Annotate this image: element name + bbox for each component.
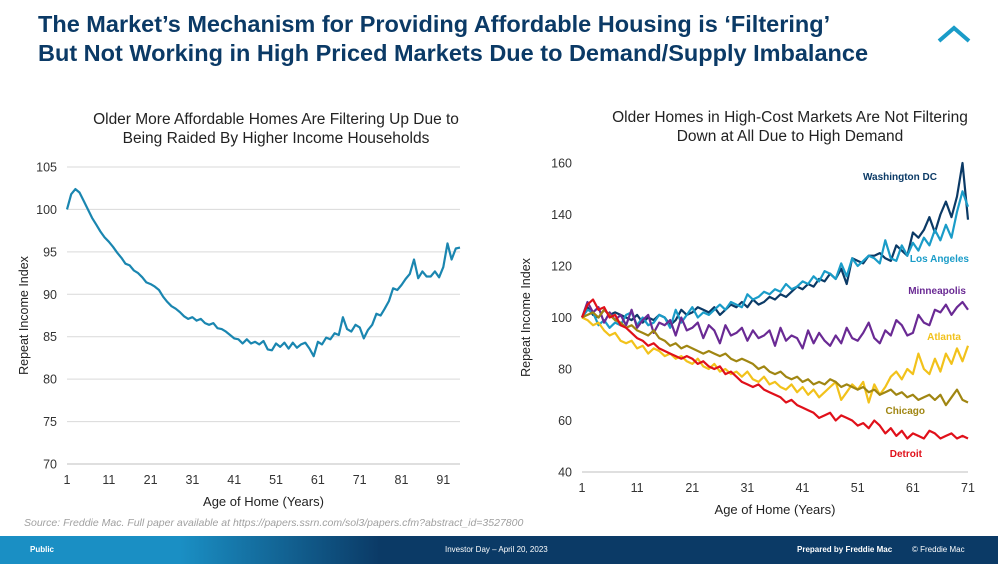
- footer-classification: Public: [30, 545, 55, 554]
- chart-1-y-label: Repeat Income Index: [17, 255, 31, 375]
- chart-2-xtick-11: 11: [631, 481, 644, 495]
- chart-1-title-line-2: Being Raided By Higher Income Households: [123, 130, 430, 147]
- chart-2-title-line-2: Down at All Due to High Demand: [677, 128, 904, 145]
- chart-2-xtick-21: 21: [685, 481, 699, 495]
- footer-event: Investor Day – April 20, 2023: [445, 545, 548, 554]
- chart-1-ytick-85: 85: [43, 330, 57, 344]
- slide-title-line-2: But Not Working in High Priced Markets D…: [38, 40, 869, 66]
- chart-2-line-chicago: [581, 308, 969, 407]
- footer-bar: Public Investor Day – April 20, 2023 Pre…: [0, 536, 998, 564]
- chart-2-series-label-washington-dc: Washington DC: [863, 172, 937, 183]
- chart-1-ytick-75: 75: [43, 415, 57, 429]
- chart-2-line-atlanta: [581, 316, 970, 404]
- chart-2-ytick-40: 40: [558, 466, 572, 480]
- chart-1-line-series-1: [65, 188, 461, 358]
- chart-2-xtick-61: 61: [906, 481, 920, 495]
- chart-1-ytick-90: 90: [43, 288, 57, 302]
- footer-copyright: © Freddie Mac: [912, 545, 965, 554]
- chart-1-ytick-100: 100: [36, 203, 57, 217]
- chart-2-line-washington-dc: [581, 161, 970, 327]
- chart-2-ytick-140: 140: [551, 208, 572, 222]
- chart-2-ytick-160: 160: [551, 157, 572, 171]
- chart-2-xtick-71: 71: [961, 481, 975, 495]
- chart-1-xtick-81: 81: [395, 473, 409, 487]
- chart-2-xtick-41: 41: [796, 481, 810, 495]
- chart-2-line-minneapolis: [580, 300, 969, 350]
- chart-2-series-label-minneapolis: Minneapolis: [908, 286, 966, 297]
- chart-2-series-label-atlanta: Atlanta: [927, 332, 961, 343]
- chart-2-ytick-100: 100: [551, 311, 572, 325]
- chart-2-xtick-1: 1: [579, 481, 586, 495]
- chart-2-y-label: Repeat Income Index: [519, 257, 533, 377]
- chart-2-ytick-60: 60: [558, 414, 572, 428]
- chart-1-xtick-31: 31: [185, 473, 199, 487]
- chart-1-xtick-1: 1: [64, 473, 71, 487]
- chart-1-title-line-1: Older More Affordable Homes Are Filterin…: [93, 111, 459, 128]
- chart-1-xtick-11: 11: [102, 473, 115, 487]
- chart-2-series-label-chicago: Chicago: [886, 406, 925, 417]
- chart-2-x-label: Age of Home (Years): [715, 502, 836, 517]
- chart-2-ytick-80: 80: [558, 363, 572, 377]
- chart-2-series-label-detroit: Detroit: [890, 449, 923, 460]
- chart-1-ytick-80: 80: [43, 373, 57, 387]
- chart-2-line-detroit: [580, 298, 969, 440]
- chart-1-xtick-71: 71: [353, 473, 367, 487]
- chart-2-ytick-120: 120: [551, 260, 572, 274]
- chart-2-title-line-1: Older Homes in High-Cost Markets Are Not…: [612, 109, 968, 126]
- chart-1-xtick-61: 61: [311, 473, 325, 487]
- chart-1-ytick-70: 70: [43, 458, 57, 472]
- chart-2-series-label-los-angeles: Los Angeles: [910, 254, 970, 265]
- chart-1-xtick-41: 41: [227, 473, 241, 487]
- chart-2-line-los-angeles: [581, 190, 970, 329]
- chart-1-xtick-91: 91: [436, 473, 450, 487]
- footer-prepared-by: Prepared by Freddie Mac: [797, 545, 893, 554]
- chart-1-xtick-21: 21: [144, 473, 158, 487]
- slide-title: The Market’s Mechanism for Providing Aff…: [38, 10, 938, 68]
- chart-1-ytick-95: 95: [43, 245, 57, 259]
- roof-chevron-icon: [937, 25, 971, 43]
- chart-2-xtick-51: 51: [851, 481, 865, 495]
- chart-2-xtick-31: 31: [740, 481, 754, 495]
- chart-1-x-label: Age of Home (Years): [203, 494, 324, 509]
- chart-1-xtick-51: 51: [269, 473, 283, 487]
- source-note: Source: Freddie Mac. Full paper availabl…: [24, 517, 524, 529]
- chart-1-ytick-105: 105: [36, 161, 57, 175]
- slide-title-line-1: The Market’s Mechanism for Providing Aff…: [38, 11, 831, 37]
